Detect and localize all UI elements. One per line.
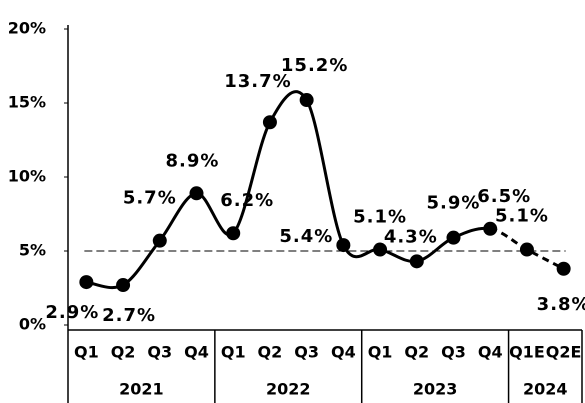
point xyxy=(226,226,241,241)
x-tick-label: Q4 xyxy=(331,343,356,362)
point xyxy=(336,238,351,253)
y-tick-label: 15% xyxy=(8,93,46,112)
y-tick-label: 20% xyxy=(8,19,46,38)
data-label: 6.2% xyxy=(220,190,274,211)
x-group-label: 2024 xyxy=(523,380,568,399)
point xyxy=(152,233,167,248)
data-label: 2.7% xyxy=(102,305,156,326)
point xyxy=(409,254,424,269)
y-tick-label: 5% xyxy=(19,241,46,260)
x-tick-label: Q2 xyxy=(111,343,136,362)
data-label: 15.2% xyxy=(281,55,348,76)
x-tick-label: Q1E xyxy=(509,343,545,362)
x-group-label: 2021 xyxy=(119,380,164,399)
x-tick-label: Q3 xyxy=(441,343,466,362)
x-group-label: 2023 xyxy=(413,380,458,399)
point xyxy=(483,221,498,236)
data-label: 5.1% xyxy=(353,207,407,228)
point xyxy=(189,186,204,201)
data-label: 3.8% xyxy=(537,294,585,315)
x-tick-label: Q1 xyxy=(74,343,99,362)
x-tick-label: Q3 xyxy=(147,343,172,362)
x-tick-label: Q4 xyxy=(184,343,209,362)
data-label: 5.1% xyxy=(495,206,549,227)
point xyxy=(116,278,131,293)
data-label: 13.7% xyxy=(224,71,291,92)
x-group-label: 2022 xyxy=(266,380,311,399)
y-tick-label: 0% xyxy=(19,315,46,334)
x-tick-label: Q4 xyxy=(478,343,503,362)
data-label: 8.9% xyxy=(166,150,220,171)
x-tick-label: Q2 xyxy=(258,343,283,362)
x-tick-label: Q1 xyxy=(221,343,246,362)
point xyxy=(79,275,94,290)
point xyxy=(446,230,461,245)
data-label: 5.7% xyxy=(123,188,177,209)
data-label: 5.9% xyxy=(427,193,481,214)
x-tick-label: Q2 xyxy=(404,343,429,362)
point xyxy=(262,115,277,130)
data-label: 6.5% xyxy=(477,186,531,207)
point xyxy=(519,242,534,257)
data-label: 2.9% xyxy=(45,302,99,323)
data-label: 5.4% xyxy=(279,226,333,247)
point xyxy=(373,242,388,257)
x-tick-label: Q2E xyxy=(546,343,582,362)
point xyxy=(299,93,314,108)
x-tick-label: Q1 xyxy=(368,343,393,362)
x-tick-label: Q3 xyxy=(294,343,319,362)
point xyxy=(556,261,571,276)
data-label: 4.3% xyxy=(384,226,438,247)
y-tick-label: 10% xyxy=(8,167,46,186)
